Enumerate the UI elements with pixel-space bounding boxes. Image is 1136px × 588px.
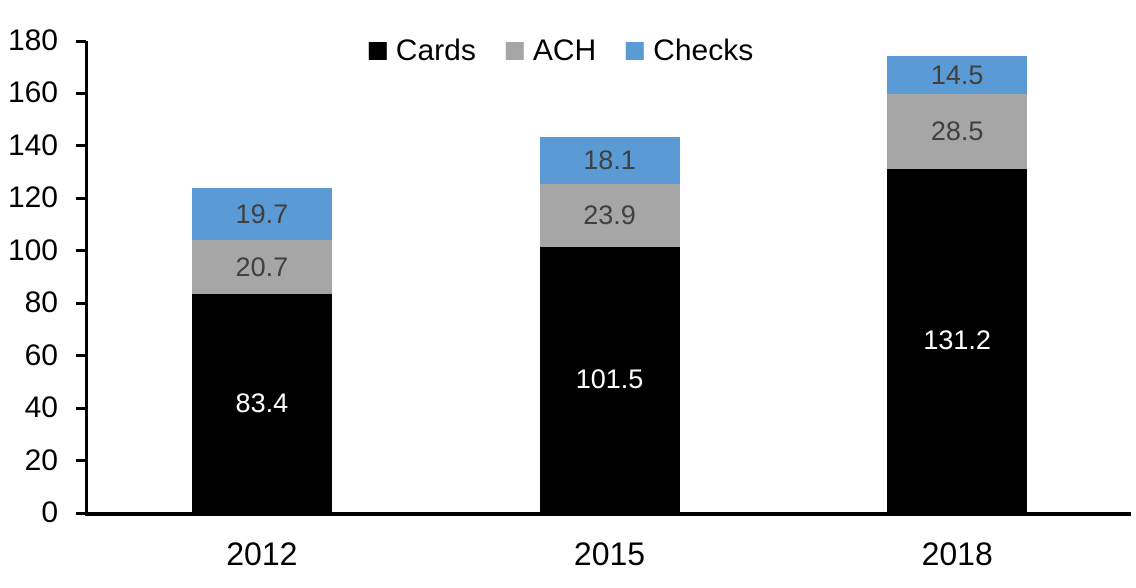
y-axis-tick-label: 100 (7, 233, 58, 267)
y-axis-tick (76, 301, 86, 305)
y-axis-tick (76, 511, 86, 515)
bar-segment-value-label: 18.1 (583, 144, 636, 175)
y-axis-tick-label: 80 (24, 286, 58, 320)
y-axis-tick-label: 180 (7, 24, 58, 57)
y-axis-tick (76, 406, 86, 410)
y-axis-tick (76, 249, 86, 253)
stacked-bar-2012: 19.7 20.7 83.4 (191, 188, 332, 513)
y-axis-tick (76, 196, 86, 200)
chart-legend: Cards ACH Checks (368, 34, 753, 67)
y-axis-tick (76, 39, 86, 43)
y-axis-tick (76, 354, 86, 358)
bar-segment-value-label: 19.7 (235, 198, 289, 229)
y-axis-tick (76, 459, 86, 463)
stacked-bar-2018: 14.5 28.5 131.2 (887, 56, 1028, 513)
x-axis-category-label: 2012 (226, 536, 298, 572)
y-axis-line (85, 41, 88, 516)
legend-swatch-ach (505, 42, 524, 60)
legend-label: ACH (532, 34, 597, 67)
bar-segment-value-label: 131.2 (923, 325, 991, 356)
x-axis-category-label: 2018 (921, 536, 993, 572)
bar-segment-value-label: 23.9 (583, 200, 636, 231)
y-axis-tick-label: 140 (7, 128, 58, 162)
bar-segment-cards: 101.5 (539, 246, 680, 513)
bar-segment-value-label: 14.5 (930, 59, 984, 90)
y-axis-tick-label: 20 (24, 443, 58, 477)
bar-segment-ach: 20.7 (191, 240, 332, 295)
bar-segment-value-label: 28.5 (930, 116, 984, 147)
legend-item-cards: Cards (368, 34, 476, 67)
bar-segment-cards: 83.4 (191, 294, 332, 513)
legend-item-checks: Checks (626, 36, 753, 66)
legend-swatch-checks (626, 42, 645, 60)
legend-item-ach: ACH (505, 34, 597, 67)
bar-segment-cards: 131.2 (887, 168, 1028, 513)
bar-segment-checks: 14.5 (887, 56, 1028, 95)
y-axis-tick (76, 91, 86, 95)
x-axis-category-label: 2015 (573, 536, 646, 572)
bar-segment-value-label: 20.7 (235, 251, 289, 282)
y-axis-tick-label: 40 (24, 391, 58, 425)
bar-segment-ach: 28.5 (887, 94, 1028, 169)
y-axis-tick-label: 160 (7, 76, 58, 110)
stacked-bar-2015: 18.1 23.9 101.5 (539, 136, 680, 513)
legend-label: Checks (653, 34, 754, 67)
y-axis-tick (76, 144, 86, 148)
y-axis-tick-label: 60 (24, 338, 58, 372)
bar-segment-value-label: 83.4 (235, 388, 289, 419)
y-axis-tick-label: 0 (41, 496, 58, 529)
bar-segment-checks: 18.1 (539, 136, 680, 185)
legend-label: Cards (395, 34, 476, 67)
x-axis-line (85, 512, 1131, 516)
bar-segment-value-label: 101.5 (575, 364, 644, 395)
legend-swatch-cards (368, 42, 387, 60)
bar-segment-checks: 19.7 (191, 188, 332, 241)
y-axis-tick-label: 120 (7, 181, 58, 215)
bar-segment-ach: 23.9 (539, 184, 680, 247)
